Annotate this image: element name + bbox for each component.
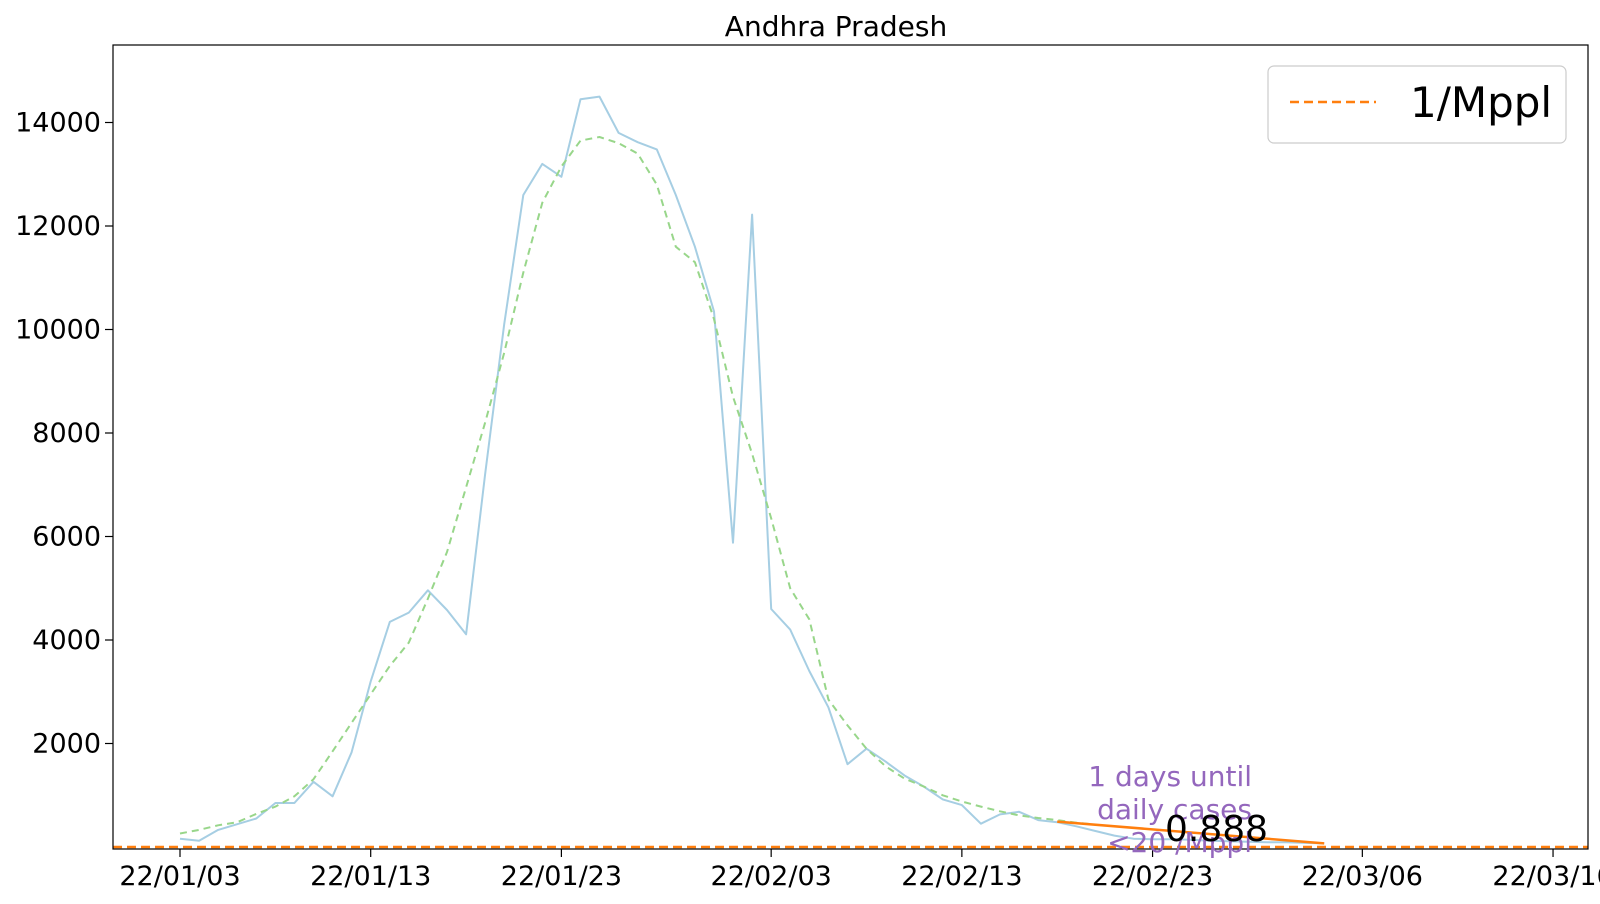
y-tick-label: 2000 — [32, 729, 101, 760]
legend-box — [1267, 65, 1567, 144]
projection-value-annotation: 0.888 — [1165, 809, 1268, 850]
series-line-projection — [1057, 820, 1325, 845]
x-tick-label: 22/02/13 — [901, 861, 1022, 892]
series-line-daily-cases — [179, 95, 1325, 845]
y-tick-label: 10000 — [15, 315, 101, 346]
x-tick-label: 22/03/06 — [1302, 861, 1423, 892]
x-tick-label: 22/03/16 — [1492, 861, 1600, 892]
x-tick-label: 22/02/23 — [1092, 861, 1213, 892]
y-tick-label: 8000 — [32, 418, 101, 449]
y-tick-label: 6000 — [32, 522, 101, 553]
y-tick-label: 12000 — [15, 211, 101, 242]
x-tick-label: 22/01/03 — [119, 861, 240, 892]
x-tick-label: 22/02/03 — [711, 861, 832, 892]
y-tick-label: 4000 — [32, 625, 101, 656]
x-tick-label: 22/01/23 — [501, 861, 622, 892]
y-tick-label: 14000 — [15, 108, 101, 139]
x-tick-label: 22/01/13 — [310, 861, 431, 892]
plot-area-frame — [112, 44, 1589, 850]
chart-title: Andhra Pradesh — [725, 10, 947, 43]
series-line-smoothed-average — [179, 136, 1096, 835]
legend: 1/Mppl — [1267, 65, 1567, 144]
days-until-annotation: 1 days until daily cases <20 /Mppl — [1088, 760, 1252, 859]
legend-label-1-mppl: 1/Mppl — [1410, 78, 1552, 127]
